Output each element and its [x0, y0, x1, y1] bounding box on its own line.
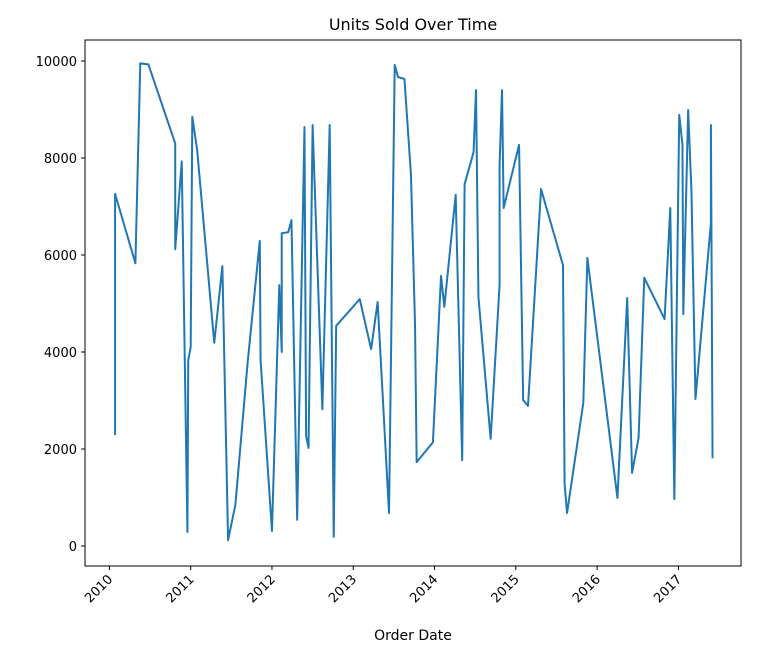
y-tick-label: 6000 [44, 249, 77, 264]
x-tick-label: 2011 [163, 572, 197, 606]
x-tick-label: 2015 [489, 572, 523, 606]
chart-title: Units Sold Over Time [329, 15, 497, 34]
y-tick-label: 2000 [44, 443, 77, 458]
x-tick-label: 2010 [82, 572, 116, 606]
y-tick-label: 10000 [36, 55, 77, 70]
x-tick-label: 2013 [326, 572, 360, 606]
data-line [114, 62, 714, 542]
y-tick-label: 0 [69, 540, 77, 555]
y-tick-label: 8000 [44, 152, 77, 167]
x-tick-label: 2014 [407, 572, 441, 606]
y-tick-label: 4000 [44, 346, 77, 361]
x-axis-label: Order Date [374, 628, 452, 644]
x-tick-label: 2012 [245, 572, 279, 606]
x-tick-label: 2016 [570, 572, 604, 606]
plot-frame [84, 39, 742, 567]
x-tick-label: 2017 [651, 572, 685, 606]
